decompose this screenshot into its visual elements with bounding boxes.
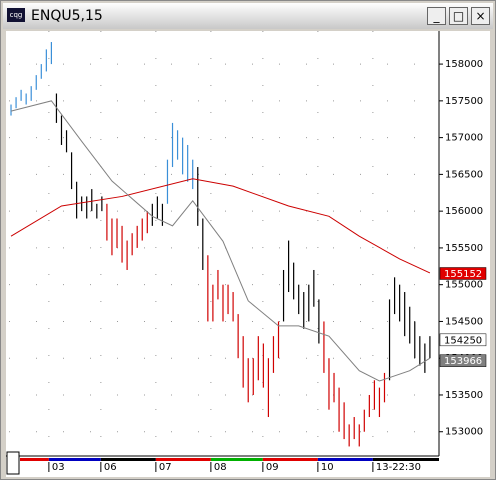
title-bar: cqg ENQU5,15 _ □ × <box>3 3 493 29</box>
moving-average <box>10 178 431 274</box>
price-marker-label: 153966 <box>444 356 482 367</box>
price-marker <box>439 333 487 347</box>
y-tick-label: 157500 <box>445 96 483 107</box>
day-strip <box>100 458 156 461</box>
y-tick-label: 153000 <box>445 427 483 438</box>
maximize-button[interactable]: □ <box>449 7 468 25</box>
x-tick-label: 09 <box>266 462 279 473</box>
window-title: ENQU5,15 <box>31 8 103 24</box>
x-tick-label: 13-22:30 <box>376 462 421 473</box>
y-tick-label: 155000 <box>445 280 483 291</box>
x-tick-label: 07 <box>159 462 172 473</box>
day-strip <box>372 458 439 461</box>
y-tick-label: 156500 <box>445 169 483 180</box>
y-tick-label: 156000 <box>445 206 483 217</box>
price-marker <box>439 354 487 367</box>
day-strip <box>20 458 49 461</box>
moving-average <box>10 100 431 382</box>
x-tick-label: 03 <box>52 462 65 473</box>
price-marker-label: 155152 <box>444 269 482 280</box>
y-tick-label: 157000 <box>445 133 483 144</box>
chart: 1530001535001540001545001550001555001560… <box>6 31 490 477</box>
day-strip <box>210 458 263 461</box>
day-strip <box>262 458 318 461</box>
day-strip <box>155 458 211 461</box>
y-tick-label: 155500 <box>445 243 483 254</box>
scroll-box <box>6 451 20 475</box>
x-tick-label: 06 <box>104 462 117 473</box>
day-strip <box>317 458 373 461</box>
close-button[interactable]: × <box>471 7 490 25</box>
app-icon: cqg <box>7 8 25 22</box>
price-marker-label: 154250 <box>444 335 482 346</box>
day-strip <box>48 458 101 461</box>
y-tick-label: 158000 <box>445 59 483 70</box>
x-tick-label: 10 <box>321 462 334 473</box>
x-tick-label: 08 <box>214 462 227 473</box>
minimize-button[interactable]: _ <box>427 7 446 25</box>
y-tick-label: 154500 <box>445 316 483 327</box>
y-tick-label: 153500 <box>445 390 483 401</box>
price-marker <box>439 267 487 280</box>
